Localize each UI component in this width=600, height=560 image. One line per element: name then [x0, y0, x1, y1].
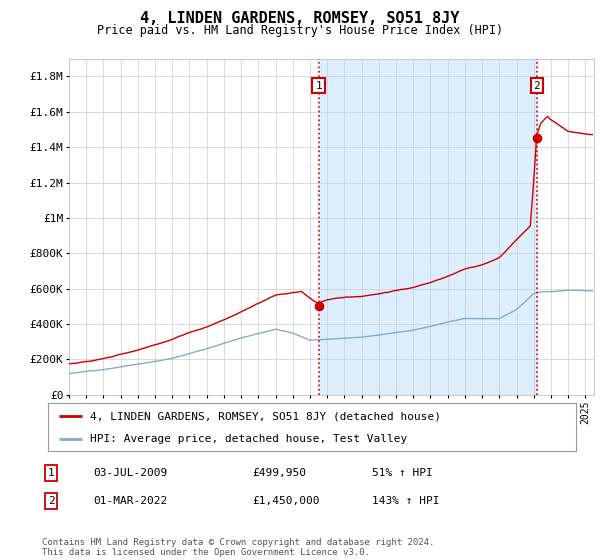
Text: 143% ↑ HPI: 143% ↑ HPI	[372, 496, 439, 506]
Text: 4, LINDEN GARDENS, ROMSEY, SO51 8JY: 4, LINDEN GARDENS, ROMSEY, SO51 8JY	[140, 11, 460, 26]
Text: £499,950: £499,950	[252, 468, 306, 478]
Text: 01-MAR-2022: 01-MAR-2022	[93, 496, 167, 506]
Bar	[319, 59, 536, 395]
Text: 2: 2	[533, 81, 540, 91]
Text: HPI: Average price, detached house, Test Valley: HPI: Average price, detached house, Test…	[90, 434, 407, 444]
Text: 03-JUL-2009: 03-JUL-2009	[93, 468, 167, 478]
Text: 1: 1	[47, 468, 55, 478]
Text: Price paid vs. HM Land Registry's House Price Index (HPI): Price paid vs. HM Land Registry's House …	[97, 24, 503, 36]
Text: Contains HM Land Registry data © Crown copyright and database right 2024.
This d: Contains HM Land Registry data © Crown c…	[42, 538, 434, 557]
Text: 1: 1	[315, 81, 322, 91]
Text: 4, LINDEN GARDENS, ROMSEY, SO51 8JY (detached house): 4, LINDEN GARDENS, ROMSEY, SO51 8JY (det…	[90, 411, 441, 421]
Text: £1,450,000: £1,450,000	[252, 496, 320, 506]
Text: 51% ↑ HPI: 51% ↑ HPI	[372, 468, 433, 478]
Text: 2: 2	[47, 496, 55, 506]
